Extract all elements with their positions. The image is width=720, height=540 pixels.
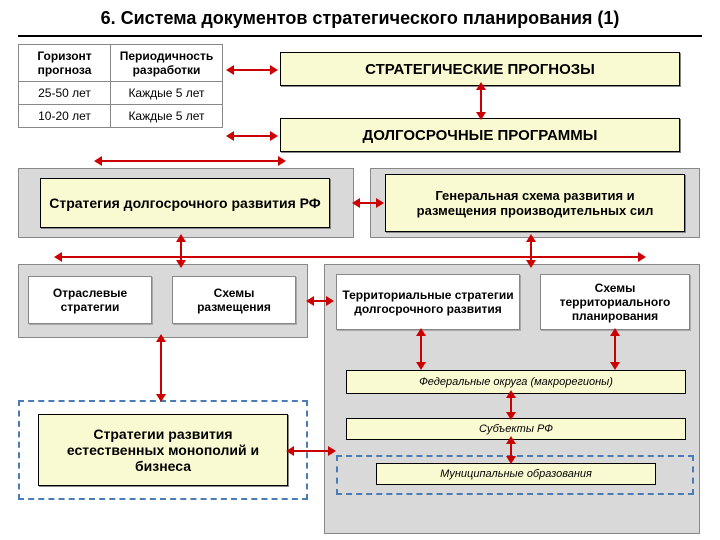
municipal: Муниципальные образования (376, 463, 656, 485)
page-title: 6. Система документов стратегического пл… (0, 0, 720, 33)
arrow-monop-terr (292, 450, 330, 452)
divider (18, 35, 702, 37)
gen-scheme: Генеральная схема развития и размещения … (385, 174, 685, 232)
td-r1c1: 25-50 лет (19, 82, 111, 105)
longterm-programs: ДОЛГОСРОЧНЫЕ ПРОГРАММЫ (280, 118, 680, 152)
th-horizon: Горизонт прогноза (19, 45, 111, 82)
strategic-forecasts: СТРАТЕГИЧЕСКИЕ ПРОГНОЗЫ (280, 52, 680, 86)
rf-strategy: Стратегия долгосрочного развития РФ (40, 178, 330, 228)
macroregions: Федеральные округа (макрорегионы) (346, 370, 686, 394)
arrow-forecasts-longterm (480, 88, 482, 114)
arrow-terr-macro-2 (614, 334, 616, 364)
arrow-rf-top (100, 160, 280, 162)
arrow-table-longterm (232, 135, 272, 137)
placement-schemes: Схемы размещения (172, 276, 296, 324)
arrow-rf-sector (180, 240, 182, 262)
subjects: Субъекты РФ (346, 418, 686, 440)
td-r2c2: Каждые 5 лет (111, 105, 223, 128)
arrow-macro-subj (510, 396, 512, 414)
td-r1c2: Каждые 5 лет (111, 82, 223, 105)
td-r2c1: 10-20 лет (19, 105, 111, 128)
arrow-sector-terr (312, 300, 328, 302)
arrow-gen-terr (530, 240, 532, 262)
arrow-sector-monop (160, 340, 162, 396)
horizon-table: Горизонт прогноза Периодичность разработ… (18, 44, 223, 128)
monopolies-strategies: Стратегии развития естественных монополи… (38, 414, 288, 486)
territorial-planning: Схемы территориального планирования (540, 274, 690, 330)
arrow-rf-gen (358, 202, 378, 204)
arrow-table-forecasts (232, 69, 272, 71)
arrow-subj-muni (510, 442, 512, 458)
territorial-strategies: Территориальные стратегии долгосрочного … (336, 274, 520, 330)
arrow-row1-row2 (60, 256, 640, 258)
sector-strategies: Отраслевые стратегии (28, 276, 152, 324)
arrow-terr-macro-1 (420, 334, 422, 364)
th-period: Периодичность разработки (111, 45, 223, 82)
